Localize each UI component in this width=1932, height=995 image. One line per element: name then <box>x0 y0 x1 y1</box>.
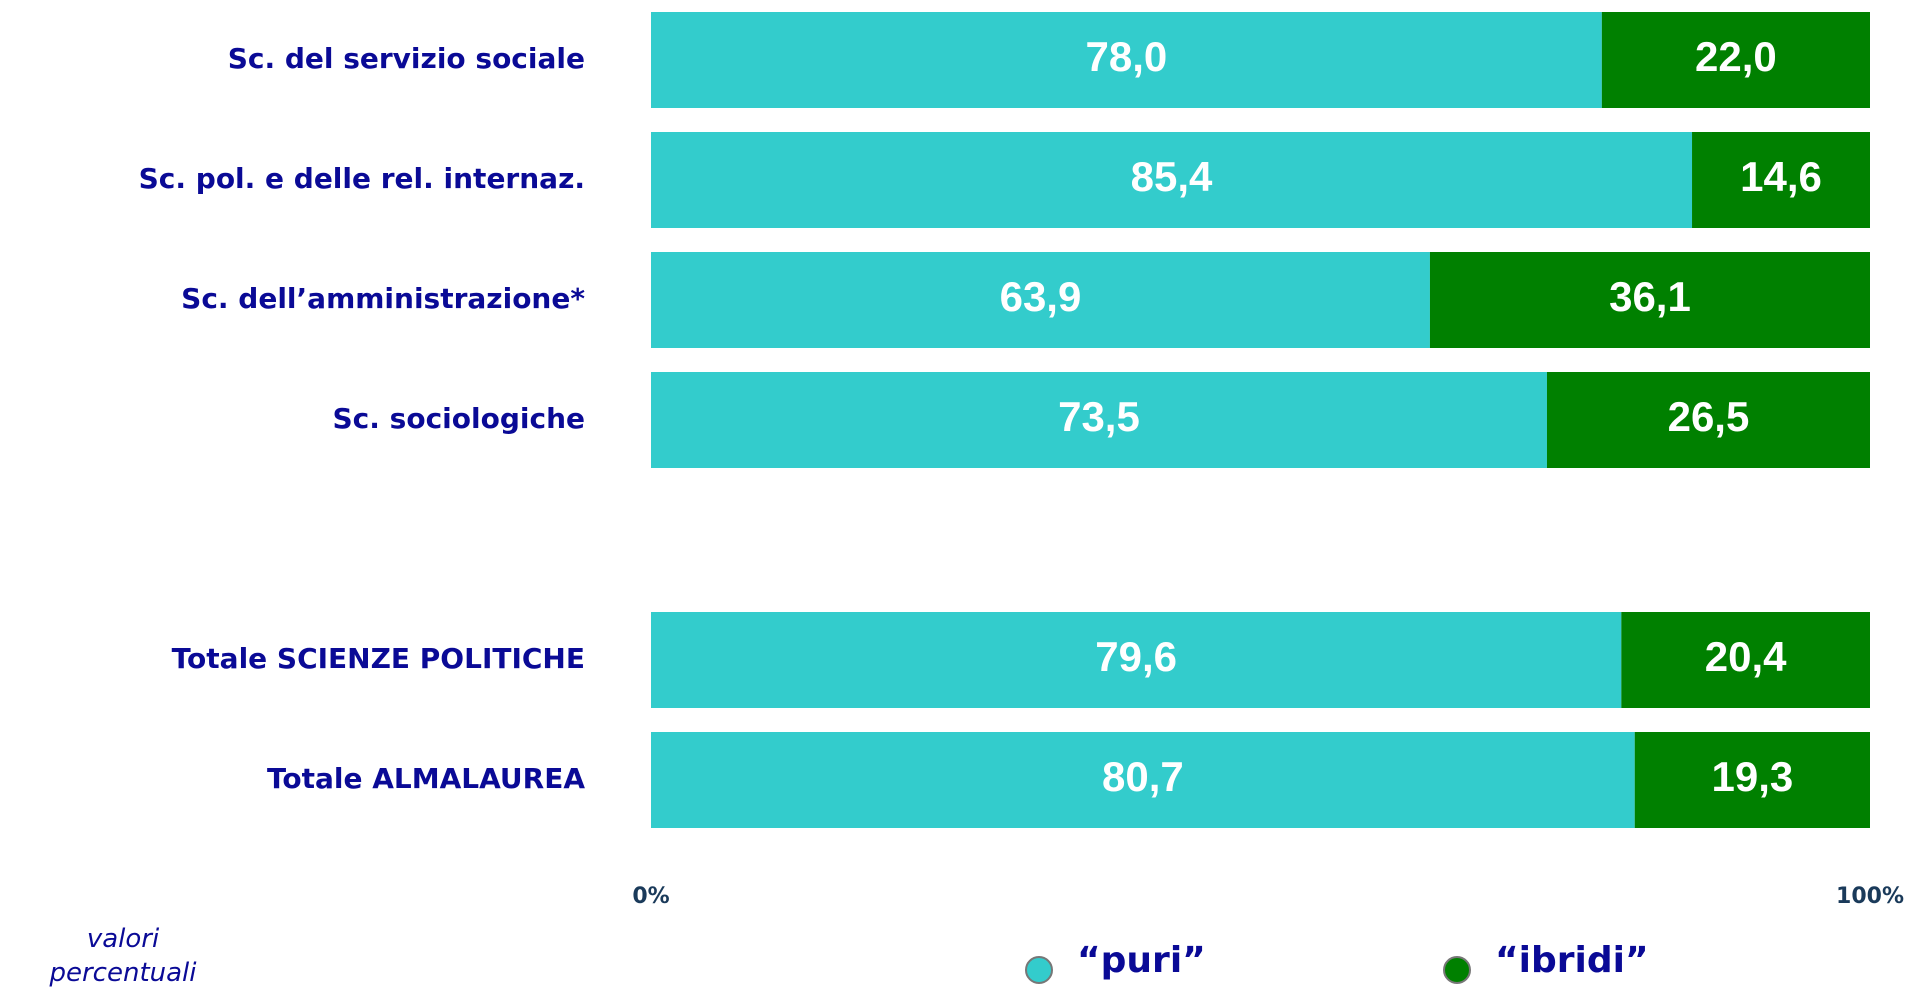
bar-segment <box>1621 612 1870 708</box>
bar-segment <box>651 612 1622 708</box>
bar-segment <box>651 12 1602 108</box>
value-label: 22,0 <box>1695 33 1777 80</box>
x-tick-label: 0% <box>632 884 669 909</box>
bar-segment <box>1601 12 1870 108</box>
value-label: 20,4 <box>1705 633 1787 680</box>
legend-marker <box>1025 956 1053 984</box>
bar-segment <box>651 372 1547 468</box>
bar-segment <box>1429 252 1870 348</box>
value-label: 14,6 <box>1740 153 1822 200</box>
value-label: 80,7 <box>1102 753 1184 800</box>
legend-label: “puri” <box>1077 940 1206 981</box>
legend-marker <box>1443 956 1471 984</box>
x-tick-label: 100% <box>1836 884 1904 909</box>
value-label: 19,3 <box>1711 753 1793 800</box>
bar-segment <box>651 732 1635 828</box>
value-label: 73,5 <box>1058 393 1140 440</box>
value-label: 85,4 <box>1131 153 1213 200</box>
value-label: 26,5 <box>1668 393 1750 440</box>
bar-segment <box>1692 132 1870 228</box>
bar-segment <box>651 132 1693 228</box>
value-label: 63,9 <box>1000 273 1082 320</box>
annotation: valori percentuali <box>49 924 197 988</box>
value-label: 79,6 <box>1095 633 1177 680</box>
category-label: Sc. del servizio sociale <box>228 42 585 75</box>
category-label: Totale SCIENZE POLITICHE <box>172 642 585 675</box>
bar-segment <box>1546 372 1870 468</box>
value-label: 78,0 <box>1086 33 1168 80</box>
category-label: Sc. pol. e delle rel. internaz. <box>139 162 585 195</box>
bar-segment <box>1634 732 1870 828</box>
category-label: Sc. sociologiche <box>333 402 585 435</box>
category-label: Sc. dell’amministrazione* <box>181 282 585 315</box>
bar-segment <box>651 252 1430 348</box>
category-label: Totale ALMALAUREA <box>267 762 585 795</box>
value-label: 36,1 <box>1609 273 1691 320</box>
legend-label: “ibridi” <box>1495 940 1649 981</box>
